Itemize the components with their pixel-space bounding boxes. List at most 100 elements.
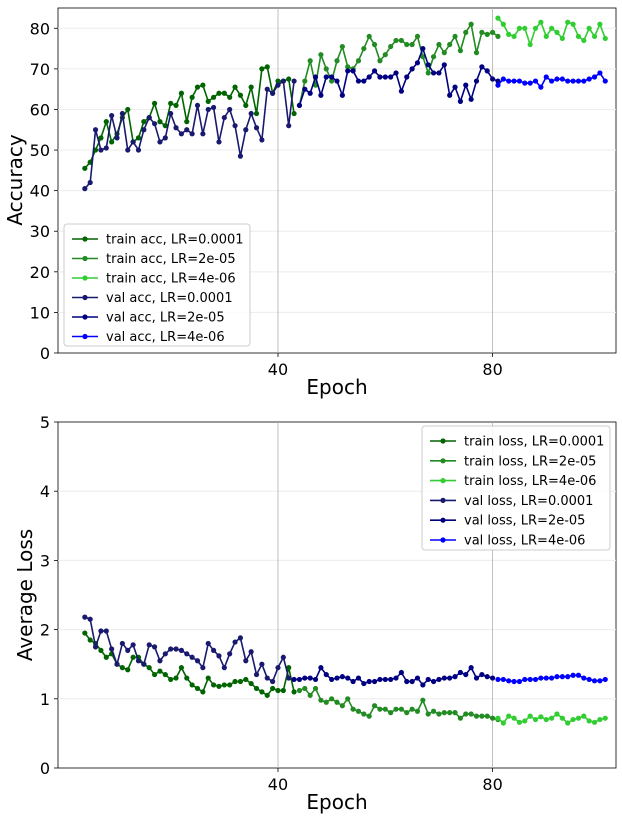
- legend-marker: [440, 537, 446, 543]
- data-point: [296, 687, 303, 694]
- data-point: [479, 713, 485, 719]
- data-point: [237, 678, 244, 685]
- data-point: [457, 715, 464, 721]
- data-point: [210, 647, 217, 653]
- legend-label: train loss, LR=4e-06: [464, 474, 596, 489]
- data-point: [253, 125, 260, 131]
- data-point: [495, 715, 501, 721]
- data-point: [468, 711, 474, 717]
- data-point: [135, 147, 142, 153]
- data-point: [157, 658, 163, 664]
- data-point: [210, 94, 217, 100]
- data-point: [388, 710, 394, 716]
- data-point: [87, 616, 93, 622]
- data-point: [575, 715, 582, 721]
- data-point: [286, 76, 292, 82]
- data-point: [275, 665, 281, 671]
- data-point: [130, 139, 136, 145]
- data-point: [468, 96, 474, 102]
- data-point: [227, 106, 233, 113]
- series-2: [495, 711, 608, 726]
- data-point: [404, 678, 410, 685]
- data-point: [532, 676, 539, 683]
- data-point: [157, 668, 163, 674]
- data-point: [205, 640, 211, 647]
- legend-marker: [82, 255, 88, 262]
- y-tick-label: 5: [40, 413, 50, 432]
- data-point: [441, 50, 447, 56]
- data-point: [559, 715, 565, 721]
- data-point: [339, 703, 345, 709]
- data-point: [393, 675, 399, 681]
- legend-label: val loss, LR=4e-06: [464, 534, 585, 549]
- data-point: [178, 665, 185, 671]
- data-point: [602, 676, 608, 683]
- data-point: [173, 102, 179, 109]
- data-point: [447, 710, 453, 716]
- data-point: [264, 675, 270, 681]
- data-point: [248, 84, 254, 90]
- data-point: [565, 674, 571, 680]
- data-point: [119, 110, 125, 117]
- data-point: [286, 665, 292, 671]
- data-point: [243, 676, 249, 683]
- loss-ylabel: Average Loss: [13, 529, 37, 661]
- data-point: [597, 70, 603, 76]
- data-point: [184, 119, 190, 125]
- data-point: [135, 135, 142, 141]
- legend-marker: [82, 333, 88, 340]
- data-point: [452, 710, 458, 716]
- data-point: [463, 29, 469, 35]
- data-point: [414, 33, 421, 40]
- data-point: [484, 68, 490, 74]
- data-point: [597, 678, 603, 684]
- data-point: [484, 713, 490, 719]
- y-tick-label: 4: [40, 482, 50, 501]
- data-point: [227, 651, 233, 657]
- data-point: [538, 19, 544, 25]
- data-point: [141, 661, 147, 667]
- data-point: [291, 110, 297, 117]
- data-point: [575, 33, 582, 40]
- data-point: [184, 651, 190, 657]
- data-point: [447, 675, 453, 681]
- accuracy-chart: 0 10 20 30 40 50 60 70 80 40 80 Epoch Accuracy tra…: [3, 7, 617, 399]
- data-point: [291, 676, 297, 683]
- data-point: [334, 78, 340, 84]
- data-point: [436, 711, 442, 717]
- data-point: [275, 78, 281, 84]
- data-point: [125, 647, 131, 653]
- data-point: [125, 106, 131, 113]
- data-point: [168, 100, 174, 106]
- data-point: [543, 716, 549, 723]
- data-point: [538, 84, 544, 90]
- data-point: [237, 92, 244, 98]
- data-point: [125, 147, 131, 153]
- data-point: [543, 33, 549, 40]
- data-point: [511, 715, 517, 721]
- data-point: [527, 80, 533, 86]
- data-point: [565, 19, 571, 25]
- series-2: [495, 15, 608, 48]
- data-point: [559, 35, 565, 42]
- data-point: [522, 676, 528, 683]
- data-point: [350, 678, 356, 685]
- data-point: [366, 33, 372, 40]
- data-point: [355, 78, 362, 84]
- data-point: [232, 639, 238, 645]
- legend-marker: [82, 275, 88, 281]
- data-point: [296, 676, 303, 683]
- data-point: [259, 137, 265, 143]
- loss-chart: 0 1 2 3 4 5 40 80 Epoch Average Loss train loss…: [13, 413, 617, 814]
- data-point: [532, 25, 539, 31]
- data-point: [409, 41, 415, 48]
- data-point: [436, 676, 442, 683]
- data-point: [500, 76, 506, 82]
- data-point: [489, 76, 496, 82]
- data-point: [146, 114, 152, 121]
- data-point: [189, 131, 195, 137]
- data-point: [210, 104, 217, 111]
- data-point: [484, 31, 490, 37]
- data-point: [554, 674, 560, 680]
